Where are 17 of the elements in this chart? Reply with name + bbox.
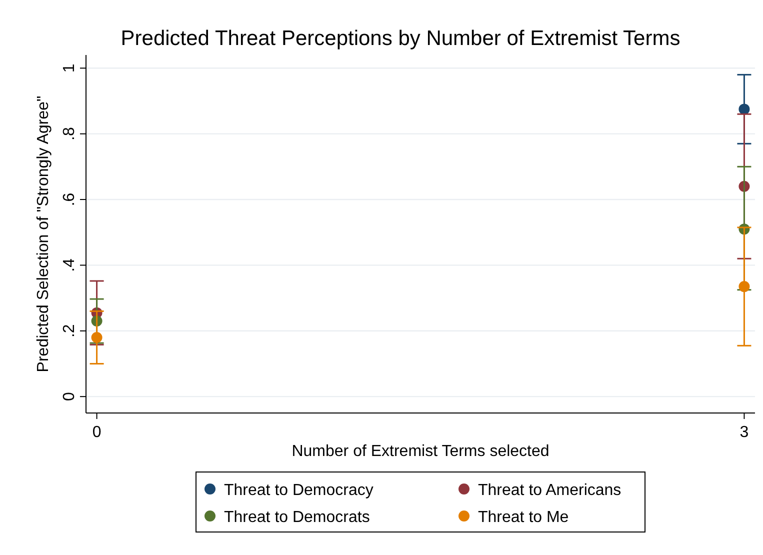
legend-label: Threat to Me	[478, 509, 569, 526]
x-axis-title: Number of Extremist Terms selected	[292, 443, 550, 460]
point	[91, 332, 102, 343]
y-tick-label: .2	[61, 324, 78, 338]
point	[738, 104, 750, 115]
y-axis-title: Predicted Selection of "Strongly Agree"	[35, 96, 52, 372]
legend-label: Threat to Democrats	[224, 509, 370, 526]
point	[738, 281, 750, 292]
y-tick-label: .4	[61, 258, 78, 272]
y-tick-label: .6	[61, 192, 78, 206]
legend-label: Threat to Democracy	[224, 482, 374, 499]
y-tick-label: 0	[61, 392, 78, 402]
x-tick-label: 3	[740, 424, 749, 441]
y-tick-label: 1	[61, 64, 78, 73]
y-tick-label: .8	[61, 127, 78, 140]
legend-label: Threat to Americans	[478, 482, 622, 499]
chart-title: Predicted Threat Perceptions by Number of Extremist Terms	[120, 27, 680, 50]
